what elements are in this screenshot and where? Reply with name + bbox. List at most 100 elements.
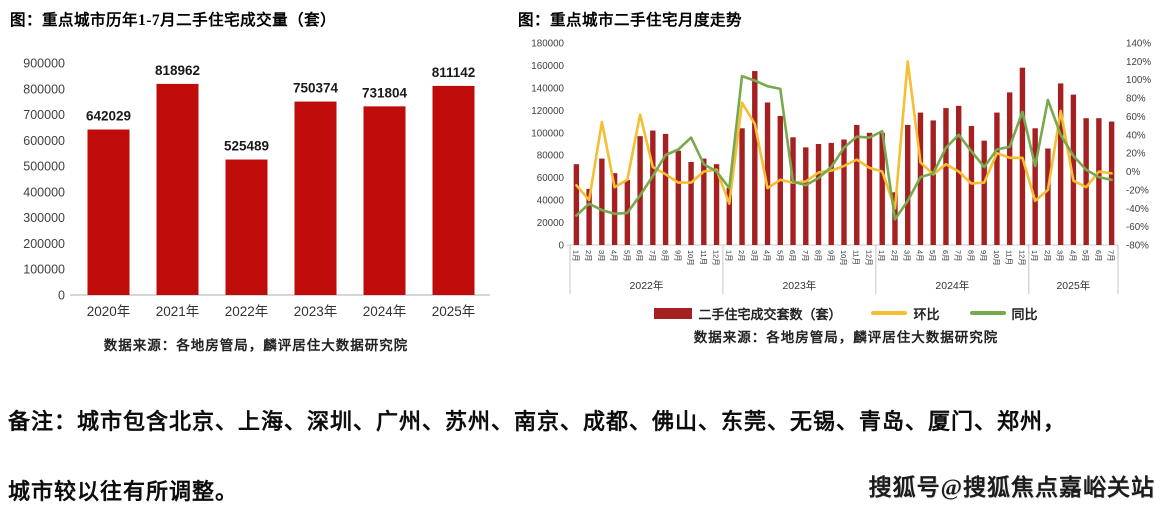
monthly-bar [573,164,580,245]
monthly-bar [688,161,694,245]
right-axis-tick: 40% [1126,130,1146,141]
monthly-trend-chart-svg: 0 20000 40000 60000 80000 100000 120000 140000 1… [531,39,1151,294]
right-axis-tick: -60% [1126,222,1149,233]
right-axis-tick: 80% [1126,94,1146,105]
right-axis-tick: 100% [1126,75,1151,86]
annual-bar [156,83,199,295]
month-tick-label: 1月 [571,250,580,262]
monthly-bar [637,136,643,245]
monthly-bar [930,120,936,245]
month-tick-label: 8月 [966,250,975,262]
month-tick-label: 3月 [903,250,912,262]
monthly-bar [1045,148,1051,245]
monthly-bar [905,124,911,245]
month-tick-label: 1月 [724,250,733,262]
monthly-trend-chart: 图：重点城市二手住宅月度走势 0 20000 40000 60000 80000 1000… [516,6,1171,346]
y-axis-tick: 100000 [23,263,65,277]
bar-value-label: 642029 [86,108,131,123]
month-tick-label: 6月 [788,250,797,262]
left-axis-tick: 80000 [537,151,565,162]
right-axis-tick: 120% [1126,57,1151,68]
month-tick-label: 12月 [712,250,721,266]
right-axis-tick: -20% [1126,185,1149,196]
bar-value-label: 731804 [362,85,408,100]
monthly-bar [854,124,860,245]
left-axis-tick: 0 [559,241,565,252]
month-tick-label: 11月 [852,250,861,265]
x-axis-category-label: 2020年 [87,304,131,319]
right-axis-tick: -80% [1126,241,1149,252]
monthly-bar [815,144,822,245]
yoy-line-swatch-icon [969,311,1006,315]
month-tick-label: 2月 [890,250,899,262]
left-axis-tick: 60000 [537,173,565,184]
month-tick-label: 2月 [737,250,746,262]
monthly-bar [701,158,707,245]
annual-bar [294,101,337,296]
monthly-bar [611,173,618,245]
monthly-chart-legend: 二手住宅成交套数（套） 环比 同比 [516,303,1171,323]
monthly-chart-title: 图：重点城市二手住宅月度走势 [518,12,743,29]
annual-bar [225,159,268,295]
monthly-bar [726,187,733,245]
month-tick-label: 9月 [826,250,835,262]
monthly-bar [879,132,885,245]
month-tick-label: 5月 [622,250,631,262]
annual-bar [87,129,130,295]
charts-row: 图：重点城市历年1-7月二手住宅成交量（套） 0 100000 200000 3000… [8,6,1171,354]
mom-line-swatch-icon [871,311,908,315]
bar-value-label: 811142 [432,65,476,80]
y-axis-tick: 200000 [23,237,65,251]
y-axis-tick: 400000 [23,185,65,199]
left-axis-tick: 160000 [531,61,564,72]
y-axis-tick: 300000 [23,211,65,225]
monthly-bar [1070,94,1077,245]
monthly-bar [1006,92,1013,245]
y-axis-tick: 500000 [23,160,65,174]
month-tick-label: 7月 [648,250,657,262]
bar-series-swatch-icon [654,307,693,319]
footnote-line-2: 城市较以往有所调整。 [8,479,239,504]
x-axis-category-label: 2025年 [432,304,476,319]
month-tick-label: 12月 [1017,250,1026,266]
monthly-chart-source: 数据来源：各地房管局，麟评居住大数据研究院 [693,330,999,345]
year-group-label: 2022年 [630,279,664,292]
left-axis-tick: 20000 [537,218,565,229]
left-axis-tick: 140000 [531,83,564,94]
left-axis-tick: 40000 [537,196,565,207]
y-axis-tick: 800000 [23,82,65,96]
month-tick-label: 5月 [775,250,784,262]
month-tick-label: 2月 [584,250,593,262]
right-axis-tick: 0% [1126,167,1140,178]
monthly-bar [1083,118,1089,245]
left-axis-tick: 180000 [531,39,564,50]
x-axis-category-label: 2022年 [225,304,269,319]
left-axis-tick: 100000 [531,128,564,139]
legend-label-bars: 二手住宅成交套数（套） [698,306,842,322]
month-tick-label: 3月 [750,250,759,262]
annual-chart-title: 图：重点城市历年1-7月二手住宅成交量（套） [10,12,337,29]
month-tick-label: 12月 [864,250,873,266]
y-axis-tick: 900000 [23,57,65,71]
month-tick-label: 6月 [635,250,644,262]
monthly-bar [981,140,987,245]
year-group-label: 2024年 [935,279,969,292]
monthly-bar [1057,83,1064,246]
legend-label-mom: 环比 [913,306,940,322]
annual-sales-chart: 图：重点城市历年1-7月二手住宅成交量（套） 0 100000 200000 3000… [8,6,504,354]
month-tick-label: 3月 [597,250,606,262]
month-tick-label: 5月 [1081,250,1090,262]
monthly-bar [1096,118,1102,245]
x-axis-category-label: 2023年 [294,304,338,319]
monthly-bar [713,164,720,245]
month-tick-label: 10月 [992,250,1001,266]
month-tick-label: 7月 [1107,250,1116,262]
monthly-bar [739,128,745,245]
bar-value-label: 818962 [155,63,200,78]
legend-label-yoy: 同比 [1011,306,1038,322]
right-axis-tick: 60% [1126,112,1146,123]
monthly-bar [1019,67,1026,245]
left-axis-tick: 120000 [531,106,564,117]
monthly-bar [764,102,771,245]
bar-value-label: 525489 [224,139,269,154]
